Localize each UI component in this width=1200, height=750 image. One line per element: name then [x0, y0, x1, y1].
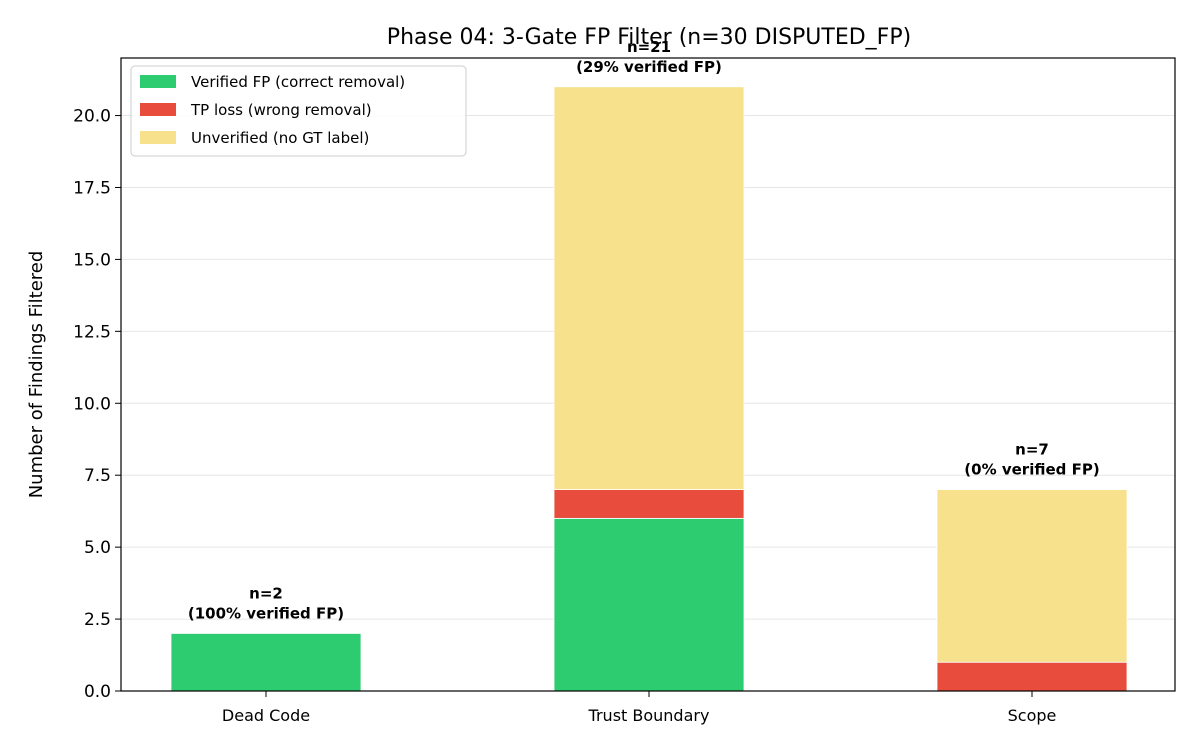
- bar-annotation-count: n=2: [249, 584, 283, 602]
- bar-annotation-percent: (0% verified FP): [964, 461, 1099, 479]
- legend-entry: Unverified (no GT label): [191, 129, 369, 147]
- bar-segment: [936, 489, 1128, 663]
- y-tick-label: 7.5: [84, 466, 111, 486]
- plot-frame: [120, 57, 1176, 692]
- x-tick-label: Trust Boundary: [588, 706, 710, 725]
- legend-swatch: [140, 131, 176, 144]
- legend-box: [130, 65, 467, 157]
- bar-segment: [936, 661, 1128, 692]
- x-tick-label: Dead Code: [222, 706, 310, 725]
- bars: [170, 86, 1128, 692]
- legend: Verified FP (correct removal) TP loss (wr…: [130, 65, 467, 157]
- y-tick-label: 2.5: [84, 610, 111, 630]
- legend-swatch: [140, 103, 176, 116]
- y-tick-label: 0.0: [84, 682, 111, 702]
- legend-entry: TP loss (wrong removal): [190, 101, 372, 119]
- bar-annotations: n=2 (100% verified FP) n=21 (29% verified F…: [188, 38, 1100, 623]
- legend-swatch: [140, 75, 176, 88]
- x-axis: Dead Code Trust Boundary Scope: [222, 691, 1056, 725]
- y-tick-label: 10.0: [73, 394, 111, 414]
- x-tick-label: Scope: [1008, 706, 1057, 725]
- bar-segment: [553, 489, 745, 519]
- bar-segment: [553, 86, 745, 490]
- bar-annotation-count: n=21: [627, 38, 671, 56]
- chart-title: Phase 04: 3-Gate FP Filter (n=30 DISPUTE…: [387, 25, 911, 50]
- bar-segment: [553, 517, 745, 692]
- y-axis: 0.0 2.5 5.0 7.5 10.0 12.5 15.0 17.5 20.0: [73, 107, 121, 702]
- y-tick-label: 15.0: [73, 250, 111, 270]
- bar-annotation-percent: (29% verified FP): [576, 58, 722, 76]
- y-tick-label: 12.5: [73, 322, 111, 342]
- y-tick-label: 5.0: [84, 538, 111, 558]
- y-tick-label: 17.5: [73, 178, 111, 198]
- bar-annotation-count: n=7: [1015, 441, 1049, 459]
- y-axis-label: Number of Findings Filtered: [26, 251, 47, 499]
- bar-annotation-percent: (100% verified FP): [188, 604, 344, 622]
- legend-entry: Verified FP (correct removal): [191, 73, 405, 91]
- y-tick-label: 20.0: [73, 107, 111, 127]
- bar-segment: [170, 633, 362, 692]
